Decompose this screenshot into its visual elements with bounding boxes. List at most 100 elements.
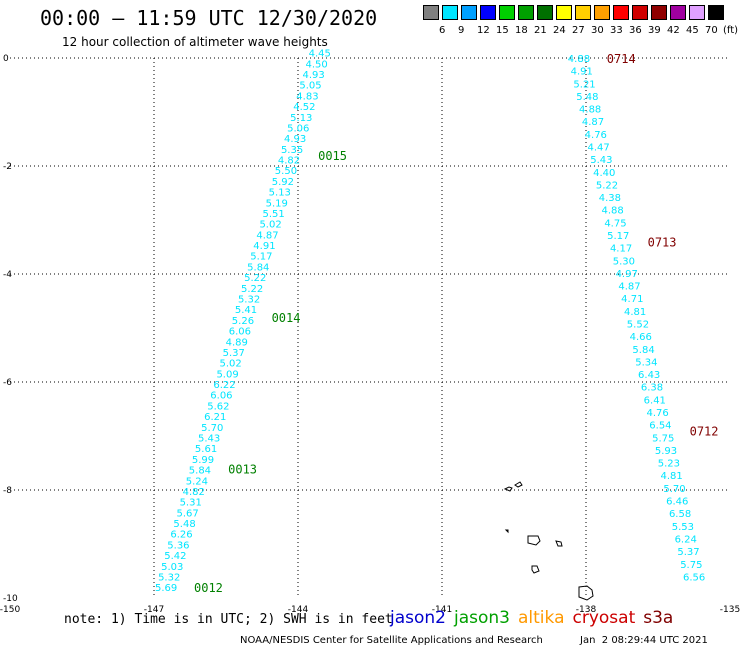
- swh-value: 6.43: [638, 370, 660, 381]
- satellite-legend: jason2 jason3 altika cryosat s3a: [390, 608, 681, 628]
- swh-value: 5.13: [269, 188, 291, 199]
- legend-swatch: [689, 5, 705, 20]
- swh-value: 5.84: [189, 466, 211, 477]
- swh-value: 5.23: [658, 459, 680, 470]
- axis-ticks: -150 -147 -144 -141 -138 -135 0 -2 -4 -6 -8 -10: [0, 54, 740, 615]
- swh-value: 4.88: [568, 54, 590, 65]
- x-tick-label: -138: [576, 605, 597, 615]
- data-marks: 4.454.504.935.054.834.525.135.064.935.35…: [155, 49, 719, 596]
- swh-value: 6.54: [649, 421, 671, 432]
- island-outline: [531, 565, 540, 574]
- legend-label: 12: [477, 25, 490, 36]
- swh-value: 6.21: [204, 412, 226, 423]
- swh-value: 6.06: [210, 391, 232, 402]
- swh-value: 5.30: [613, 256, 635, 267]
- swh-value: 4.87: [256, 230, 278, 241]
- swh-value: 5.37: [677, 547, 699, 558]
- legend-label: 9: [458, 25, 465, 36]
- swh-value: 5.17: [250, 252, 272, 263]
- units-note: note: 1) Time is in UTC; 2) SWH is in fe…: [64, 612, 393, 627]
- swh-value: 4.81: [624, 307, 646, 318]
- swh-value: 5.92: [272, 177, 294, 188]
- y-tick-label: 0: [3, 54, 9, 64]
- swh-value: 4.52: [293, 102, 315, 113]
- swh-value: 5.37: [223, 348, 245, 359]
- legend-label: 18: [515, 25, 528, 36]
- x-tick-label: -147: [144, 605, 164, 615]
- legend-label: 33: [610, 25, 623, 36]
- satellite-jason2: jason2: [390, 608, 446, 628]
- swh-value: 4.97: [616, 269, 638, 280]
- swh-value: 5.62: [207, 401, 229, 412]
- swh-value: 5.51: [263, 209, 285, 220]
- island-outline: [555, 540, 563, 547]
- swh-value: 5.48: [173, 519, 195, 530]
- grid-lines: [10, 57, 730, 598]
- swh-value: 5.22: [244, 273, 266, 284]
- swh-value: 5.70: [201, 423, 223, 434]
- swh-value: 5.75: [652, 433, 674, 444]
- legend-swatch: [575, 5, 591, 20]
- swh-value: 5.09: [216, 369, 238, 380]
- swh-value: 6.22: [213, 380, 235, 391]
- y-tick-label: -4: [3, 270, 12, 280]
- legend-label: 30: [591, 25, 604, 36]
- legend-swatch: [499, 5, 515, 20]
- swh-value: 5.48: [576, 92, 598, 103]
- island-outline: [504, 529, 509, 534]
- swh-value: 6.56: [683, 572, 705, 583]
- pass-time-label: 0014: [272, 311, 301, 325]
- swh-value: 5.32: [158, 573, 180, 584]
- island-outline: [503, 486, 513, 492]
- legend-swatch: [708, 5, 724, 20]
- legend-label: 24: [553, 25, 566, 36]
- swh-value: 5.52: [627, 320, 649, 331]
- swh-value: 5.41: [235, 305, 257, 316]
- swh-value: 5.84: [247, 262, 269, 273]
- swh-value: 5.21: [573, 79, 595, 90]
- legend-label: 70: [705, 25, 718, 36]
- swh-value: 4.76: [646, 408, 668, 419]
- timestamp: Jan 2 08:29:44 UTC 2021: [580, 635, 708, 646]
- swh-value: 4.87: [618, 282, 640, 293]
- swh-value: 4.66: [630, 332, 652, 343]
- satellite-altika: altika: [518, 608, 565, 628]
- swh-value: 5.24: [186, 476, 208, 487]
- legend-label: 42: [667, 25, 680, 36]
- swh-value: 4.87: [582, 117, 604, 128]
- legend-swatch: [670, 5, 686, 20]
- legend-swatch: [518, 5, 534, 20]
- swh-value: 4.50: [306, 59, 328, 70]
- swh-value: 5.69: [155, 583, 177, 594]
- swh-value: 5.53: [672, 522, 694, 533]
- legend-label: 21: [534, 25, 547, 36]
- swh-value: 6.46: [666, 497, 688, 508]
- legend-label: 6: [439, 25, 446, 36]
- legend-label: 45: [686, 25, 699, 36]
- swh-value: 6.24: [675, 534, 697, 545]
- swh-value: 6.06: [229, 327, 251, 338]
- island-outline: [514, 481, 523, 488]
- swh-value: 6.41: [644, 395, 666, 406]
- swh-value: 6.38: [641, 383, 663, 394]
- swh-value: 5.06: [287, 123, 309, 134]
- x-tick-label: -135: [720, 605, 740, 615]
- swh-value: 4.81: [661, 471, 683, 482]
- swh-value: 5.13: [290, 113, 312, 124]
- chart-title: 00:00 – 11:59 UTC 12/30/2020: [40, 6, 378, 30]
- swh-value: 6.58: [669, 509, 691, 520]
- pass-time-label: 0012: [194, 581, 223, 595]
- swh-value: 4.88: [602, 206, 624, 217]
- swh-value: 5.93: [655, 446, 677, 457]
- swh-value: 5.02: [259, 220, 281, 231]
- swh-value: 5.02: [220, 359, 242, 370]
- satellite-s3a: s3a: [643, 608, 674, 628]
- swh-value: 4.47: [587, 143, 609, 154]
- x-tick-label: -141: [432, 605, 452, 615]
- swh-value: 4.91: [253, 241, 275, 252]
- legend-swatch: [423, 5, 439, 20]
- swh-value: 5.70: [663, 484, 685, 495]
- pass-time-label: 0713: [648, 236, 677, 250]
- legend-swatch: [613, 5, 629, 20]
